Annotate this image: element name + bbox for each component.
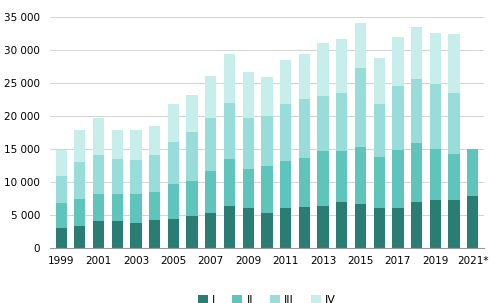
Bar — [449, 154, 459, 200]
Bar — [261, 214, 273, 248]
Bar — [299, 98, 310, 158]
Bar — [261, 116, 273, 166]
Bar — [168, 104, 179, 142]
Bar — [168, 219, 179, 248]
Bar — [186, 216, 198, 248]
Bar — [373, 104, 385, 157]
Bar — [243, 72, 254, 118]
Bar — [243, 118, 254, 168]
Bar — [243, 208, 254, 248]
Bar — [392, 37, 404, 86]
Bar — [130, 130, 142, 160]
Bar — [355, 204, 366, 248]
Bar — [55, 228, 67, 248]
Bar — [318, 96, 329, 152]
Bar — [430, 84, 441, 149]
Bar — [411, 27, 422, 79]
Bar — [336, 39, 347, 93]
Bar — [467, 149, 478, 196]
Bar — [280, 104, 291, 161]
Bar — [224, 159, 235, 206]
Bar — [186, 95, 198, 132]
Bar — [112, 221, 123, 248]
Bar — [93, 194, 104, 221]
Bar — [74, 226, 85, 248]
Bar — [336, 202, 347, 248]
Bar — [280, 161, 291, 208]
Bar — [355, 147, 366, 204]
Bar — [261, 166, 273, 214]
Bar — [112, 194, 123, 221]
Bar — [74, 130, 85, 162]
Bar — [299, 158, 310, 207]
Bar — [55, 203, 67, 228]
Bar — [93, 155, 104, 194]
Bar — [373, 157, 385, 208]
Bar — [224, 54, 235, 102]
Bar — [130, 160, 142, 194]
Bar — [224, 206, 235, 248]
Bar — [411, 202, 422, 248]
Bar — [318, 206, 329, 248]
Bar — [336, 93, 347, 151]
Bar — [168, 142, 179, 185]
Bar — [373, 208, 385, 248]
Bar — [373, 58, 385, 104]
Bar — [74, 199, 85, 226]
Bar — [336, 151, 347, 202]
Bar — [355, 23, 366, 68]
Bar — [93, 221, 104, 248]
Bar — [130, 223, 142, 248]
Bar — [411, 79, 422, 144]
Bar — [112, 159, 123, 194]
Bar — [55, 150, 67, 176]
Bar — [318, 152, 329, 206]
Bar — [299, 54, 310, 98]
Bar — [261, 78, 273, 116]
Bar — [112, 130, 123, 159]
Bar — [205, 214, 216, 248]
Bar — [355, 68, 366, 147]
Bar — [318, 43, 329, 96]
Bar — [93, 118, 104, 155]
Bar — [430, 200, 441, 248]
Bar — [149, 192, 160, 220]
Legend: I, II, III, IV: I, II, III, IV — [194, 291, 340, 303]
Bar — [411, 144, 422, 202]
Bar — [149, 220, 160, 248]
Bar — [168, 185, 179, 219]
Bar — [449, 93, 459, 154]
Bar — [205, 118, 216, 171]
Bar — [74, 162, 85, 199]
Bar — [392, 208, 404, 248]
Bar — [392, 86, 404, 150]
Bar — [55, 176, 67, 203]
Bar — [186, 181, 198, 216]
Bar — [299, 207, 310, 248]
Bar — [430, 149, 441, 200]
Bar — [449, 200, 459, 248]
Bar — [205, 171, 216, 214]
Bar — [224, 102, 235, 159]
Bar — [243, 168, 254, 208]
Bar — [149, 155, 160, 192]
Bar — [205, 76, 216, 118]
Bar — [449, 34, 459, 93]
Bar — [130, 194, 142, 223]
Bar — [392, 150, 404, 208]
Bar — [149, 126, 160, 155]
Bar — [280, 208, 291, 248]
Bar — [430, 32, 441, 84]
Bar — [280, 60, 291, 104]
Bar — [186, 132, 198, 181]
Bar — [467, 196, 478, 248]
